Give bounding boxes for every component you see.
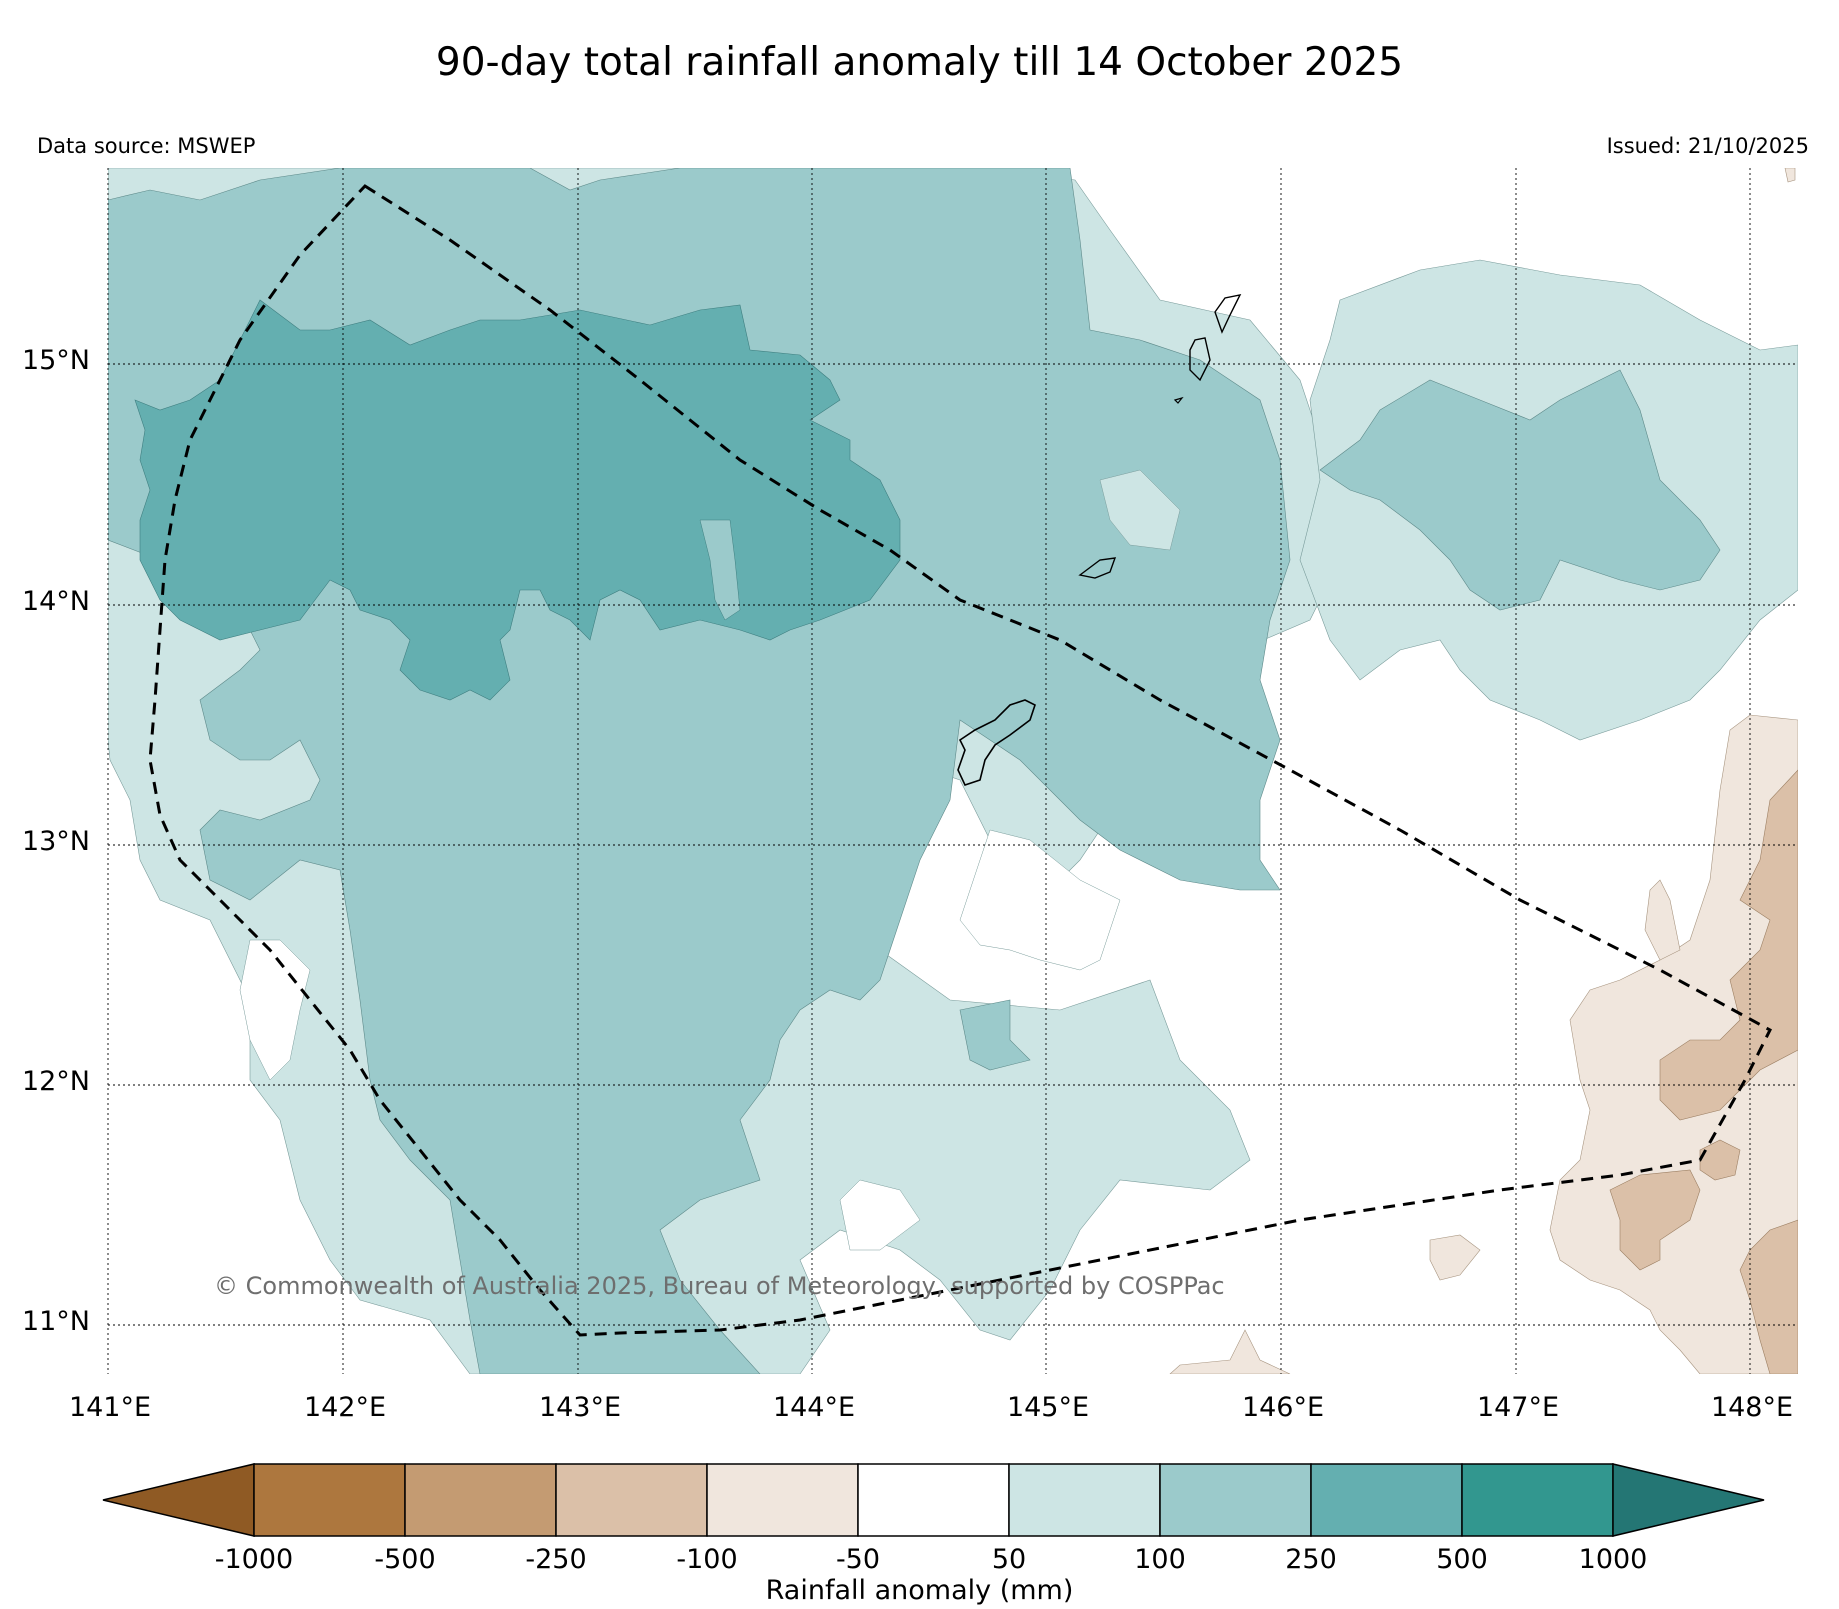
data-source-label: Data source: MSWEP [37, 134, 256, 158]
anomaly-region-100-250-ne [1319, 369, 1721, 611]
lon-label-147e: 147°E [1476, 1392, 1560, 1423]
anomaly-region-neg50-neg100 [1549, 714, 1798, 1374]
map-title: 90-day total rainfall anomaly till 14 Oc… [435, 40, 1404, 85]
colorbar-tick: 50 [991, 1544, 1027, 1575]
lat-label-15n: 15°N [21, 345, 90, 376]
colorbar [102, 1463, 1765, 1537]
lon-label-148e: 148°E [1710, 1392, 1794, 1423]
colorbar-extend-high [1612, 1463, 1765, 1537]
colorbar-tick: -50 [835, 1544, 881, 1575]
colorbar-tick: -1000 [214, 1544, 294, 1575]
lon-label-141e: 141°E [68, 1392, 152, 1423]
copyright-notice: © Commonwealth of Australia 2025, Bureau… [214, 1272, 1225, 1300]
lon-label-146e: 146°E [1241, 1392, 1325, 1423]
issued-date-label: Issued: 21/10/2025 [1606, 134, 1809, 158]
island-outline [957, 699, 1036, 786]
anomaly-region-250-500 [134, 299, 901, 701]
colorbar-tick: 1000 [1578, 1544, 1648, 1575]
eez-boundary [148, 184, 1772, 1337]
lat-label-14n: 14°N [21, 586, 90, 617]
colorbar-tick: -250 [525, 1544, 587, 1575]
colorbar-title: Rainfall anomaly (mm) [765, 1575, 1074, 1606]
colorbar-tick: -500 [374, 1544, 436, 1575]
colorbar-tick: 250 [1285, 1544, 1337, 1575]
anomaly-region-neg100-neg250 [1659, 769, 1798, 1121]
lon-label-142e: 142°E [303, 1392, 387, 1423]
lon-label-143e: 143°E [538, 1392, 622, 1423]
lat-label-12n: 12°N [21, 1066, 90, 1097]
map-gridlines [107, 168, 1798, 1374]
colorbar-tick: 100 [1134, 1544, 1186, 1575]
colorbar-extend-low [102, 1463, 255, 1537]
colorbar-tick: 500 [1436, 1544, 1488, 1575]
lat-label-13n: 13°N [21, 826, 90, 857]
map-plot-area [108, 168, 1798, 1374]
lon-label-145e: 145°E [1006, 1392, 1090, 1423]
colorbar-tick: -100 [676, 1544, 738, 1575]
lon-label-144e: 144°E [772, 1392, 856, 1423]
lat-label-11n: 11°N [21, 1306, 90, 1337]
